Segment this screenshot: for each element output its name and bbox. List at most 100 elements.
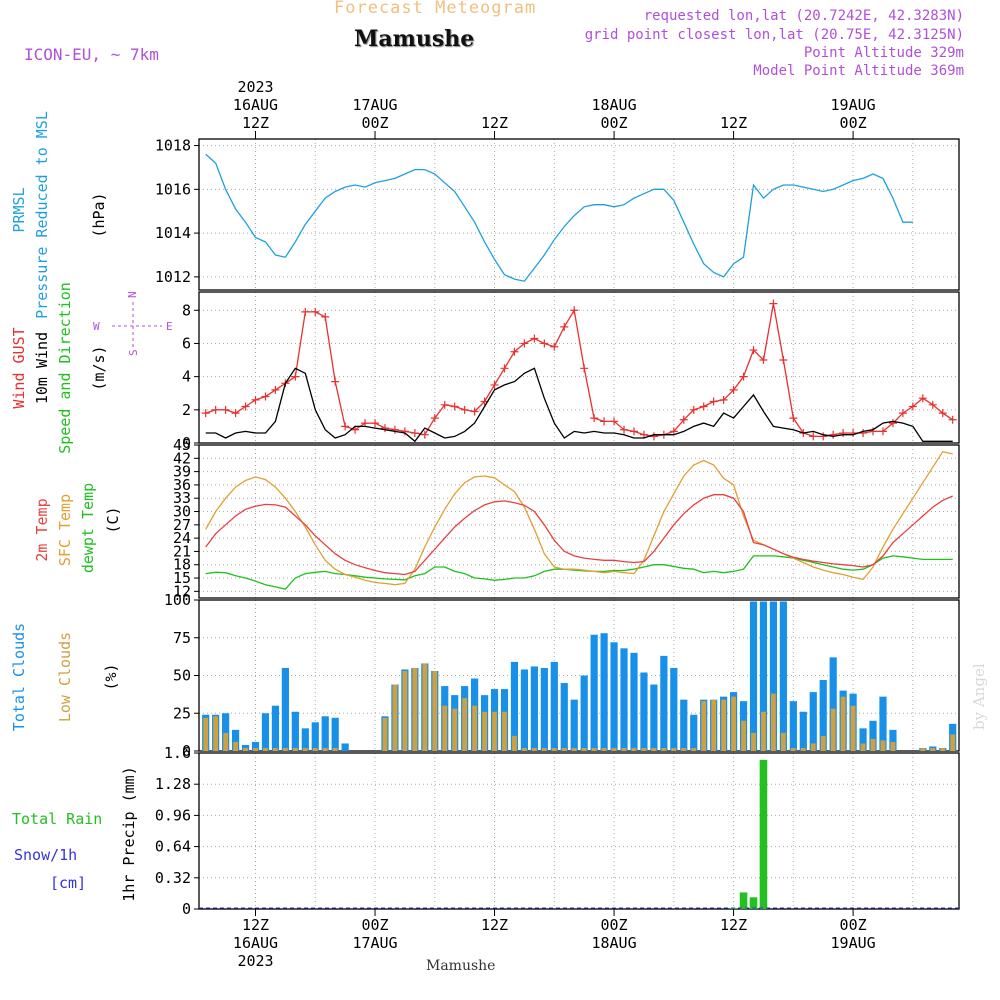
total-cloud-bar — [281, 667, 289, 751]
gust-marker — [580, 364, 589, 373]
gust-marker — [291, 372, 300, 381]
point-altitude: Point Altitude 329m — [803, 45, 964, 61]
ylabel-celsius: (C) — [104, 506, 122, 533]
total-cloud-bar — [530, 666, 538, 751]
low-cloud-bar — [671, 747, 677, 751]
panel-frame — [198, 752, 960, 910]
gust-marker — [331, 377, 340, 386]
sfc-temp-group — [205, 450, 953, 586]
gust-marker — [520, 339, 529, 348]
total-cloud-bar — [630, 652, 638, 751]
gust-marker — [420, 430, 429, 439]
low-cloud-bar — [581, 747, 587, 751]
total-cloud-bar — [222, 713, 230, 751]
top-time-label: 17AUG — [352, 96, 397, 114]
y-tick-label: 45 — [173, 436, 191, 454]
gust-marker — [390, 425, 399, 434]
low-cloud-bar — [482, 711, 487, 751]
bottom-time-label: 12Z — [242, 916, 269, 934]
low-cloud-bar — [790, 747, 796, 751]
low-cloud-bar — [492, 711, 497, 751]
gust-marker — [849, 429, 858, 438]
wind10m-group — [205, 367, 953, 443]
low-cloud-bar — [810, 743, 816, 751]
gust-marker — [739, 372, 748, 381]
total-cloud-bar — [570, 699, 578, 751]
low-cloud-bar — [771, 693, 776, 751]
panel-0: 1012 1014 1016 1018 — [155, 137, 960, 291]
total-cloud-bar — [640, 672, 648, 751]
panel-frame — [198, 291, 960, 444]
total-cloud-bar — [261, 713, 270, 751]
model-point-altitude: Model Point Altitude 369m — [753, 63, 964, 79]
total-cloud-bar — [600, 633, 608, 751]
total-cloud-bar — [779, 601, 787, 751]
gust-marker — [271, 385, 280, 394]
top-time-label: 18AUG — [591, 96, 636, 114]
low-cloud-bar — [302, 747, 308, 751]
ylabel-2m-temp: 2m Temp — [33, 498, 51, 561]
low-cloud-bar — [522, 747, 527, 751]
low-cloud-bar — [282, 747, 288, 751]
top-time-label: 12Z — [481, 114, 508, 132]
rain-bar — [729, 908, 738, 909]
location-title: Mamushe — [354, 26, 475, 52]
ylabel-pressure-msl: Pressure Reduced to MSL — [33, 111, 51, 319]
compass-w: W — [93, 320, 100, 333]
ylabel-hpa: (hPa) — [90, 192, 108, 237]
low-cloud-bar — [203, 717, 209, 751]
low-cloud-bar — [273, 747, 278, 751]
gust-marker — [789, 414, 798, 423]
y-tick-label: 100 — [164, 591, 191, 609]
gust-marker — [829, 430, 838, 439]
grid-point-coords: grid point closest lon,lat (20.75E, 42.3… — [584, 27, 964, 43]
gust-marker — [430, 414, 439, 423]
low-cloud-bar — [661, 747, 667, 751]
y-tick-label: 1.6 — [164, 744, 191, 762]
gust-marker — [311, 307, 320, 316]
gust-marker — [301, 307, 310, 316]
gust-marker — [839, 429, 848, 438]
ylabel-low-clouds: Low Clouds — [56, 632, 74, 722]
panel-frame — [198, 599, 960, 752]
total-cloud-bar — [859, 728, 867, 751]
y-tick-label: 15 — [173, 569, 191, 587]
gust-marker — [410, 429, 419, 438]
low-cloud-bar — [721, 699, 727, 751]
low-cloud-bar — [940, 747, 946, 751]
bottom-time-label: 19AUG — [831, 934, 876, 952]
low-cloud-bar — [223, 732, 229, 751]
gust-marker — [380, 424, 389, 433]
gust-marker — [719, 395, 728, 404]
total-cloud-bar — [610, 642, 618, 751]
gust-marker — [908, 402, 917, 411]
total-cloud-bar — [550, 661, 558, 751]
total-cloud-bar — [869, 720, 877, 751]
low-cloud-bar — [512, 735, 517, 751]
dewpoint-group — [205, 555, 953, 590]
footer-location: Mamushe — [426, 958, 496, 974]
gust-marker — [878, 427, 887, 436]
total-cloud-bar — [819, 680, 827, 751]
gust-marker — [819, 432, 828, 441]
gust-marker — [898, 409, 907, 418]
total-cloud-bar — [510, 661, 519, 751]
temp2m-line — [205, 494, 953, 576]
y-tick-label: 24 — [173, 529, 191, 547]
low-cloud-bar — [641, 747, 647, 751]
total-cloud-bar — [311, 722, 319, 751]
low-cloud-bar — [253, 747, 258, 751]
total-cloud-bar — [291, 711, 299, 751]
total-cloud-bar — [251, 741, 260, 751]
gust-marker — [629, 427, 638, 436]
low-cloud-bar — [591, 747, 597, 751]
gust-marker — [699, 402, 708, 411]
bottom-time-label: 2023 — [237, 952, 273, 970]
ylabel-1hr-precip: 1hr Precip (mm) — [120, 766, 138, 901]
y-tick-label: 27 — [173, 516, 191, 534]
gust-marker — [590, 414, 599, 423]
gust-marker — [869, 427, 878, 436]
ylabel-percent: (%) — [102, 663, 120, 690]
low-cloud-bar — [213, 716, 219, 751]
total-cloud-bar — [231, 729, 240, 751]
